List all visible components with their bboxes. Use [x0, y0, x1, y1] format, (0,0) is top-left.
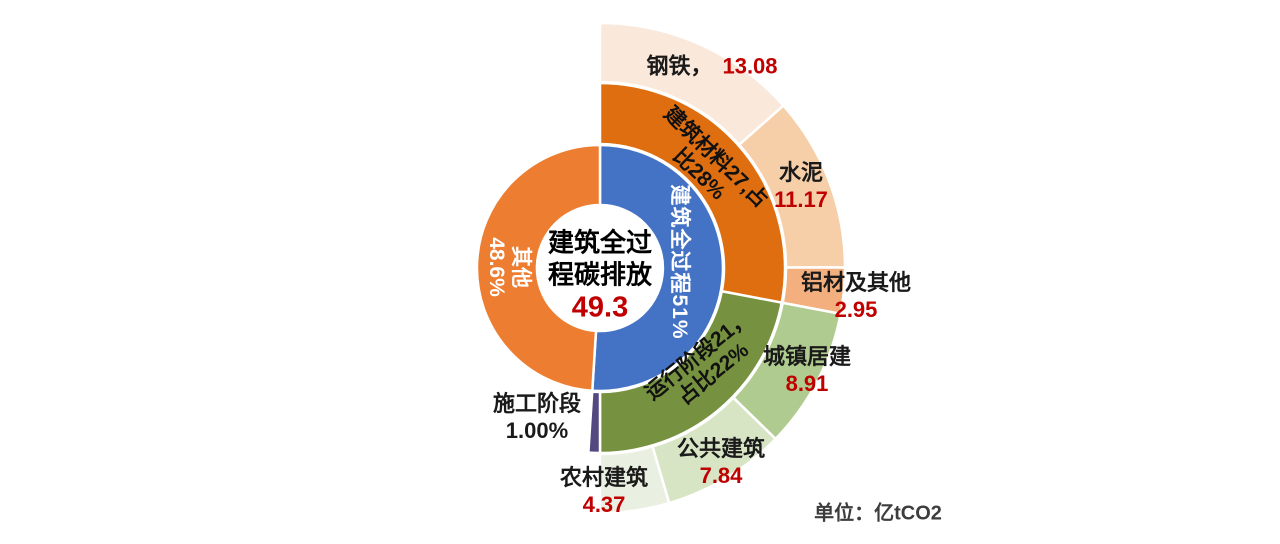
callout-public-value: 7.84 — [699, 463, 743, 488]
callout-steel-value: 13.08 — [722, 53, 778, 79]
ring-label-other-line1: 其他 — [508, 245, 532, 288]
ring-label-whole-process: 建筑全过程51% — [667, 184, 691, 340]
center-title-line1: 建筑全过 — [547, 227, 653, 258]
callout-rural-name: 农村建筑 — [559, 465, 649, 491]
ring-label-other-line2: 48.6% — [485, 237, 508, 297]
segment-农村建筑 — [598, 444, 671, 515]
callout-public: 公共建筑 7.84 — [677, 436, 765, 490]
callout-rural: 农村建筑 4.37 — [560, 465, 648, 519]
callout-construction-name: 施工阶段 — [492, 391, 582, 417]
center-total-value: 49.3 — [571, 292, 629, 325]
callout-aluminum-name: 铝材及其他 — [800, 270, 912, 296]
callout-steel-name: 钢铁， — [646, 53, 713, 79]
center-title-line2: 程碳排放 — [547, 259, 653, 290]
callout-cement-value: 11.17 — [774, 187, 828, 212]
callout-cement-name: 水泥 — [778, 160, 823, 186]
center-title: 建筑全过 程碳排放 49.3 — [548, 228, 652, 327]
callout-aluminum: 铝材及其他 2.95 — [801, 270, 911, 324]
segment-其他 — [475, 143, 602, 393]
callout-steel: 钢铁， 13.08 — [646, 54, 777, 81]
callout-construction: 施工阶段 1.00% — [493, 391, 581, 445]
segment-施工阶段 — [587, 390, 602, 455]
unit-note: 单位：亿tCO2 — [814, 502, 942, 525]
callout-aluminum-value: 2.95 — [834, 297, 878, 322]
callout-urban: 城镇居建 8.91 — [763, 344, 851, 398]
callout-cement: 水泥 11.17 — [774, 160, 828, 214]
callout-construction-value: 1.00% — [505, 418, 569, 443]
ring-label-other: 其他 48.6% — [484, 237, 532, 297]
callout-public-name: 公共建筑 — [676, 436, 766, 462]
callout-urban-name: 城镇居建 — [762, 344, 852, 370]
callout-urban-value: 8.91 — [785, 371, 829, 396]
callout-rural-value: 4.37 — [582, 492, 626, 517]
